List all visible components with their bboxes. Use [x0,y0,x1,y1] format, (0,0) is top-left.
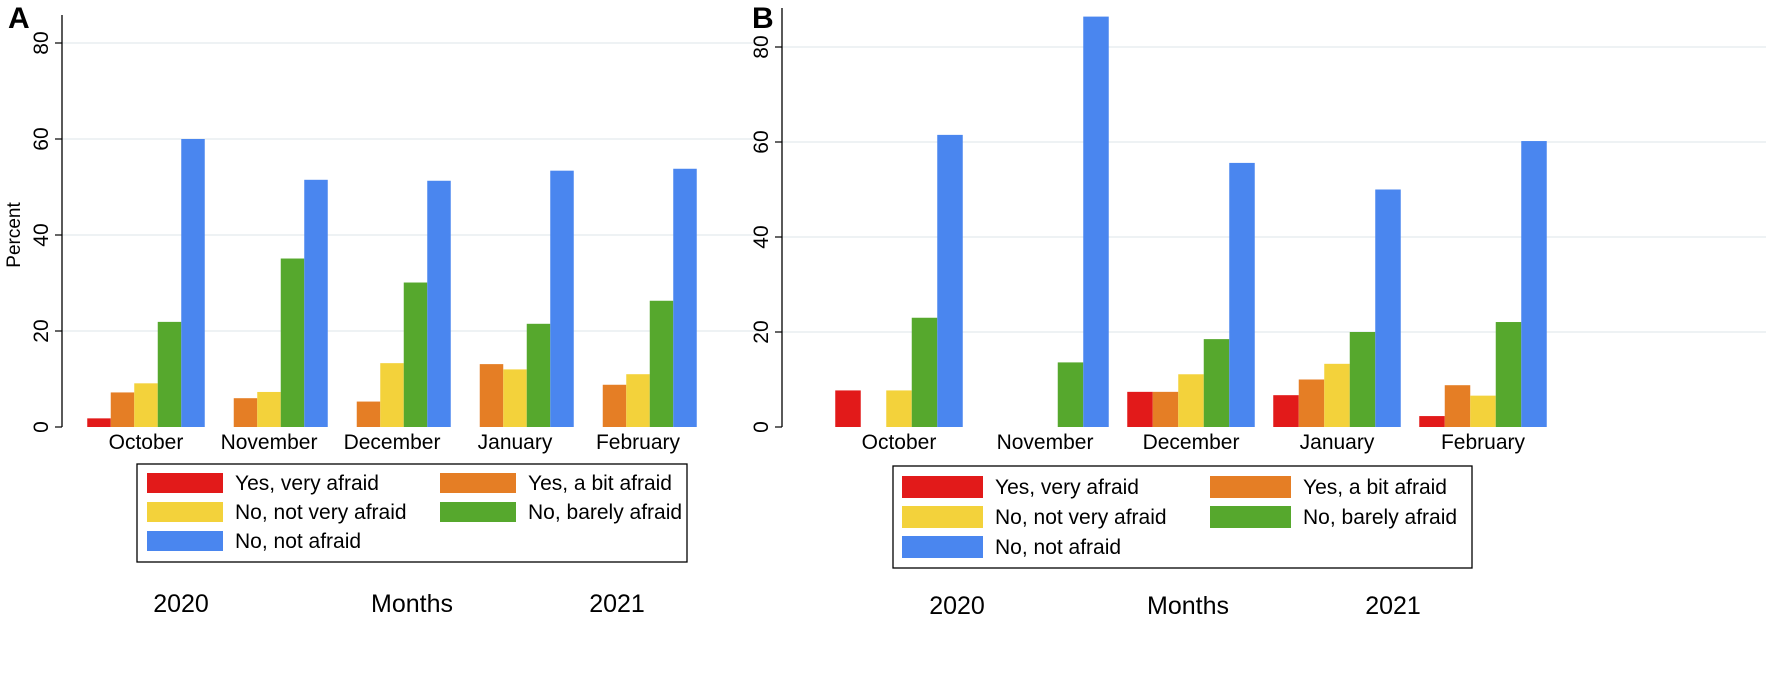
bar [1495,322,1522,427]
bar [1298,379,1325,427]
legend-swatch [147,531,223,551]
panel-label: B [752,2,774,35]
legend-swatch [147,502,223,522]
bar [257,391,281,427]
year-label: 2021 [589,590,645,618]
y-axis-title: Percent [4,202,25,268]
legend-box [136,463,688,563]
legend-swatch [1210,476,1291,498]
bar [626,374,650,427]
legend-swatch [1210,506,1291,528]
bar [1419,416,1445,427]
bar [181,139,205,427]
x-category-label: November [997,431,1094,454]
legend-swatch [902,536,983,558]
bar [503,369,527,427]
bar [1229,162,1255,427]
bar [911,317,938,427]
y-tick-label: 80 [30,31,53,54]
x-category-label: January [478,431,553,454]
y-tick-label: 20 [30,319,53,342]
legend-box [892,465,1473,569]
x-category-label: December [1143,431,1240,454]
bar [304,179,328,427]
y-tick-label: 40 [30,223,53,246]
y-tick-label: 60 [750,130,773,153]
x-category-label: February [1441,431,1526,454]
x-category-label: January [1300,431,1375,454]
legend-entry: Yes, very afraid [995,476,1139,499]
legend-swatch [440,502,516,522]
bar [134,383,158,427]
x-category-label: October [862,431,937,454]
legend: Yes, very afraid Yes, a bit afraid No, not… [136,463,688,563]
bar [1083,16,1109,427]
bar [403,282,428,427]
y-tick-label: 0 [30,421,53,433]
bar [602,384,627,427]
bar [110,392,135,427]
bar [649,300,674,427]
chart-panel-b: B 0 20 40 60 80 October November December January… [750,2,1766,620]
year-label: 2020 [929,592,985,620]
bar [1178,374,1204,427]
bar [356,401,381,427]
bar [1444,385,1471,427]
chart-panel-a: A 0 20 40 60 80 Percent October November December… [4,2,760,618]
y-tick-label: 0 [750,421,773,433]
x-category-label: December [344,431,441,454]
bar [550,170,574,427]
legend-entry: Yes, very afraid [235,472,379,495]
legend-swatch [902,506,983,528]
bar [157,321,182,427]
bar [835,390,861,427]
bar [1470,395,1496,427]
legend-entry: Yes, a bit afraid [528,472,672,495]
legend-entry: No, barely afraid [528,501,682,524]
legend-swatch [902,476,983,498]
bar [380,363,404,427]
year-label: 2021 [1365,592,1421,620]
legend-entry: No, not very afraid [995,506,1167,529]
year-label: 2020 [153,590,209,618]
legend-swatch [440,473,516,493]
bar [937,134,963,427]
legend-swatch [147,473,223,493]
x-category-label: November [221,431,318,454]
bar [1273,395,1299,427]
y-tick-label: 80 [750,35,773,58]
panel-label: A [8,2,30,35]
bar [1127,391,1153,427]
legend-entry: No, not afraid [995,536,1121,559]
x-category-label: October [109,431,184,454]
bar [1349,332,1376,427]
y-tick-label: 20 [750,320,773,343]
bar [1324,363,1350,427]
legend-entry: No, not very afraid [235,501,407,524]
bar [1203,339,1230,427]
bar [427,180,451,427]
bar [479,364,504,427]
bar [280,258,305,427]
x-category-label: February [596,431,681,454]
bar [886,390,912,427]
bar [233,398,258,427]
legend-entry: No, not afraid [235,530,361,553]
y-tick-label: 60 [30,127,53,150]
bar [87,418,111,427]
bar [1375,189,1401,427]
bar [1057,362,1084,427]
y-tick-label: 40 [750,225,773,248]
legend-entry: Yes, a bit afraid [1303,476,1447,499]
bar [1152,391,1179,427]
legend-entry: No, barely afraid [1303,506,1457,529]
bar [673,168,697,427]
x-axis-title: Months [371,590,453,618]
bar [526,323,551,427]
legend: Yes, very afraid Yes, a bit afraid No, not… [892,465,1473,569]
x-axis-title: Months [1147,592,1229,620]
bar [1521,141,1547,428]
